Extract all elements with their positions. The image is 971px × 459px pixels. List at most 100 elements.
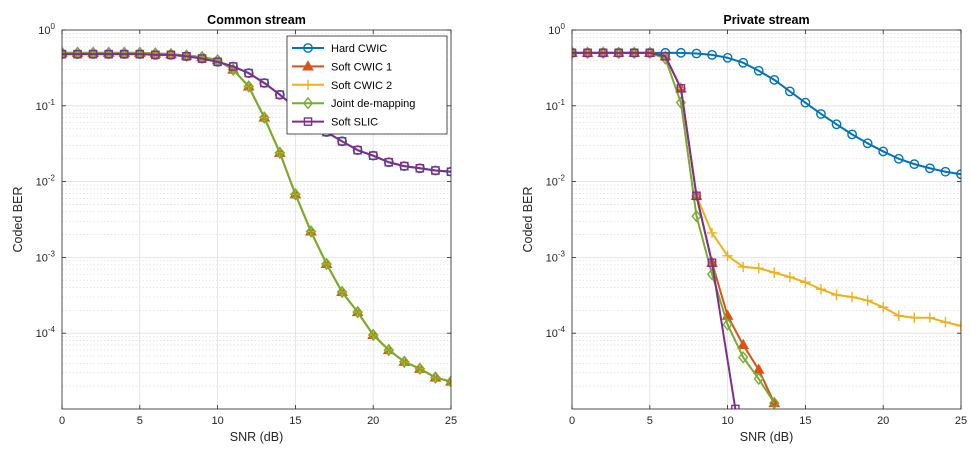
marker-diamond	[290, 187, 301, 201]
marker-diamond	[722, 318, 733, 331]
marker-plus	[955, 320, 961, 332]
chart-title: Common stream	[207, 13, 306, 27]
x-tick-label: 5	[647, 415, 653, 427]
marker-triangle	[302, 60, 314, 71]
y-tick-label: 10-1	[546, 98, 566, 113]
marker-diamond	[414, 362, 425, 376]
marker-diamond	[613, 46, 624, 60]
legend-item: Soft CWIC 1	[292, 60, 392, 73]
y-tick-label: 100	[38, 22, 55, 37]
marker-plus	[706, 227, 718, 239]
marker-square	[182, 51, 191, 61]
marker-square	[244, 68, 254, 78]
marker-diamond	[336, 285, 348, 299]
marker-diamond	[305, 225, 317, 238]
marker-diamond	[445, 375, 451, 388]
x-tick-label: 10	[721, 415, 733, 427]
y-tick-label: 10-4	[546, 325, 566, 340]
marker-diamond	[644, 46, 655, 60]
marker-square	[213, 57, 222, 67]
marker-square	[629, 48, 639, 58]
y-tick-label: 10-1	[36, 98, 56, 113]
marker-square	[259, 78, 269, 88]
marker-square	[692, 191, 701, 201]
marker-diamond	[181, 49, 192, 62]
marker-diamond	[399, 355, 410, 369]
marker-plus	[862, 295, 873, 306]
marker-square	[661, 51, 670, 61]
marker-circle	[924, 163, 935, 174]
marker-diamond	[383, 343, 394, 357]
marker-plus	[924, 312, 936, 323]
x-axis-label: SNR (dB)	[230, 430, 283, 444]
marker-circle	[878, 146, 889, 157]
marker-plus	[302, 79, 314, 90]
marker-circle	[707, 49, 717, 60]
marker-plus	[909, 312, 920, 323]
marker-diamond	[302, 96, 314, 110]
series-group	[572, 46, 961, 409]
marker-diamond	[660, 52, 671, 65]
marker-diamond	[582, 46, 593, 60]
marker-diamond	[430, 371, 441, 384]
marker-triangle	[737, 338, 750, 350]
marker-circle	[691, 48, 702, 59]
legend-label: Hard CWIC	[331, 43, 387, 55]
y-tick-label: 10-4	[36, 325, 56, 340]
x-tick-label: 0	[59, 415, 65, 427]
marker-diamond	[274, 146, 285, 160]
x-tick-label: 15	[799, 415, 811, 427]
marker-diamond	[259, 111, 270, 124]
legend-label: Soft CWIC 1	[331, 61, 392, 73]
x-tick-label: 20	[367, 415, 379, 427]
marker-diamond	[165, 47, 177, 61]
legend-label: Soft CWIC 2	[331, 80, 392, 92]
marker-square	[707, 258, 717, 268]
marker-circle	[862, 138, 873, 149]
marker-circle	[909, 159, 920, 170]
marker-square	[166, 50, 176, 60]
marker-circle	[722, 52, 733, 63]
chart-title: Private stream	[723, 13, 809, 27]
marker-plus	[940, 316, 951, 328]
y-tick-label: 100	[548, 22, 565, 37]
marker-diamond	[691, 209, 702, 223]
marker-plus	[815, 284, 827, 295]
marker-plus	[722, 250, 733, 261]
marker-plus	[737, 261, 749, 273]
marker-square	[583, 48, 592, 58]
marker-square	[337, 137, 347, 146]
marker-diamond	[368, 328, 379, 342]
marker-plus	[800, 277, 811, 288]
marker-diamond	[769, 396, 780, 409]
marker-diamond	[321, 257, 332, 271]
marker-circle	[303, 43, 313, 53]
axes-box	[571, 29, 962, 410]
marker-square	[431, 166, 440, 175]
marker-square	[645, 48, 655, 58]
legend-item: Hard CWIC	[292, 43, 387, 55]
marker-diamond	[706, 267, 718, 281]
y-axis-label: Coded BER	[11, 186, 25, 252]
chart-panel-2: 0 5 10 15 20 25 100 10-1 10-2 10-3 10-4 Private str…	[521, 13, 967, 444]
marker-circle	[769, 74, 780, 85]
x-tick-label: 20	[877, 415, 889, 427]
legend-label: Joint de-mapping	[331, 98, 415, 110]
marker-circle	[940, 166, 951, 177]
marker-circle	[831, 119, 842, 130]
x-axis-label: SNR (dB)	[740, 430, 793, 444]
marker-square	[303, 117, 313, 126]
legend-item: Soft CWIC 2	[292, 79, 392, 92]
marker-circle	[847, 129, 857, 140]
x-tick-label: 10	[211, 415, 223, 427]
legend-item: Joint de-mapping	[292, 96, 415, 110]
marker-plus	[893, 310, 904, 321]
marker-plus	[753, 263, 764, 274]
marker-plus	[784, 271, 796, 283]
chart-panel-1: 0 5 10 15 20 25 100 10-1 10-2 10-3 10-4 Common stre…	[11, 13, 457, 444]
x-tick-label: 0	[569, 415, 575, 427]
marker-circle	[784, 86, 795, 97]
marker-circle	[816, 109, 826, 119]
marker-square	[415, 163, 425, 173]
y-tick-label: 10-2	[36, 174, 56, 189]
